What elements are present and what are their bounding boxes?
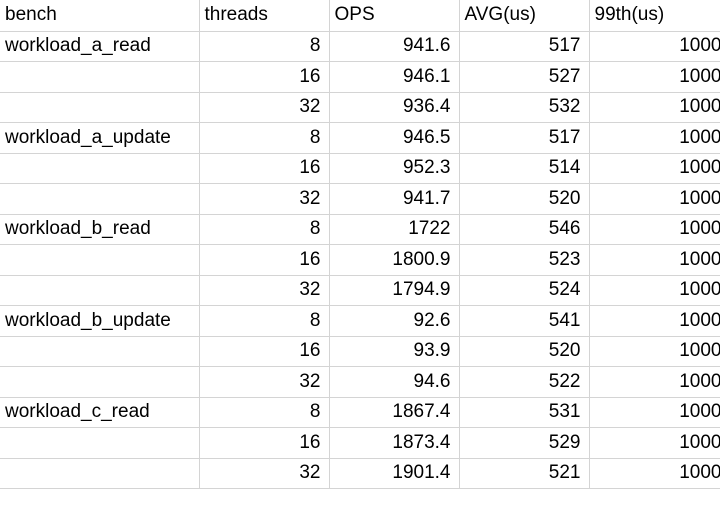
table-row: workload_b_update 8 92.6 541 1000 bbox=[0, 305, 720, 337]
cell-bench[interactable]: workload_c_read bbox=[0, 397, 200, 429]
cell-ops[interactable]: 1867.4 bbox=[329, 397, 460, 429]
cell-99th[interactable]: 1000 bbox=[589, 305, 720, 337]
cell-avg[interactable]: 546 bbox=[459, 214, 590, 246]
cell-bench[interactable] bbox=[0, 458, 200, 490]
cell-99th[interactable]: 1000 bbox=[589, 397, 720, 429]
cell-99th[interactable]: 1000 bbox=[589, 153, 720, 185]
cell-avg[interactable]: 521 bbox=[459, 458, 590, 490]
cell-ops[interactable]: 94.6 bbox=[329, 366, 460, 398]
cell-avg[interactable]: 520 bbox=[459, 336, 590, 368]
cell-threads[interactable]: 32 bbox=[199, 183, 330, 215]
cell-ops[interactable]: 1901.4 bbox=[329, 458, 460, 490]
cell-ops[interactable]: 1873.4 bbox=[329, 427, 460, 459]
table-row: 32 1901.4 521 1000 bbox=[0, 458, 720, 490]
cell-threads[interactable]: 32 bbox=[199, 458, 330, 490]
cell-threads[interactable]: 16 bbox=[199, 427, 330, 459]
cell-bench[interactable] bbox=[0, 336, 200, 368]
cell-99th[interactable]: 1000 bbox=[589, 366, 720, 398]
cell-threads[interactable]: 32 bbox=[199, 275, 330, 307]
cell-bench[interactable] bbox=[0, 92, 200, 124]
cell-ops[interactable]: 1794.9 bbox=[329, 275, 460, 307]
table-row: workload_a_update 8 946.5 517 1000 bbox=[0, 122, 720, 154]
table-row: 16 1800.9 523 1000 bbox=[0, 244, 720, 276]
table-row: 32 1794.9 524 1000 bbox=[0, 275, 720, 307]
cell-avg[interactable]: 541 bbox=[459, 305, 590, 337]
cell-ops[interactable]: 1800.9 bbox=[329, 244, 460, 276]
cell-ops[interactable]: 941.6 bbox=[329, 31, 460, 63]
cell-avg[interactable]: 529 bbox=[459, 427, 590, 459]
table-row: 16 946.1 527 1000 bbox=[0, 61, 720, 93]
header-cell-ops[interactable]: OPS bbox=[329, 0, 460, 32]
cell-ops[interactable]: 1722 bbox=[329, 214, 460, 246]
cell-ops[interactable]: 936.4 bbox=[329, 92, 460, 124]
cell-ops[interactable]: 946.5 bbox=[329, 122, 460, 154]
cell-avg[interactable]: 524 bbox=[459, 275, 590, 307]
header-cell-bench[interactable]: bench bbox=[0, 0, 200, 32]
cell-99th[interactable]: 1000 bbox=[589, 31, 720, 63]
header-cell-99th[interactable]: 99th(us) bbox=[589, 0, 720, 32]
cell-99th[interactable]: 1000 bbox=[589, 92, 720, 124]
cell-bench[interactable] bbox=[0, 366, 200, 398]
cell-avg[interactable]: 531 bbox=[459, 397, 590, 429]
cell-bench[interactable] bbox=[0, 153, 200, 185]
cell-threads[interactable]: 16 bbox=[199, 153, 330, 185]
cell-bench[interactable]: workload_b_update bbox=[0, 305, 200, 337]
cell-99th[interactable]: 1000 bbox=[589, 427, 720, 459]
cell-threads[interactable]: 16 bbox=[199, 244, 330, 276]
cell-avg[interactable]: 523 bbox=[459, 244, 590, 276]
table-row: 32 941.7 520 1000 bbox=[0, 183, 720, 215]
cell-99th[interactable]: 1000 bbox=[589, 458, 720, 490]
cell-bench[interactable] bbox=[0, 61, 200, 93]
cell-bench[interactable] bbox=[0, 183, 200, 215]
cell-bench[interactable] bbox=[0, 427, 200, 459]
cell-avg[interactable]: 520 bbox=[459, 183, 590, 215]
cell-ops[interactable]: 941.7 bbox=[329, 183, 460, 215]
table-row: 32 94.6 522 1000 bbox=[0, 366, 720, 398]
table-row: 16 1873.4 529 1000 bbox=[0, 427, 720, 459]
cell-99th[interactable]: 1000 bbox=[589, 275, 720, 307]
cell-threads[interactable]: 8 bbox=[199, 122, 330, 154]
cell-ops[interactable]: 946.1 bbox=[329, 61, 460, 93]
cell-threads[interactable]: 8 bbox=[199, 305, 330, 337]
cell-avg[interactable]: 517 bbox=[459, 122, 590, 154]
table-row: workload_a_read 8 941.6 517 1000 bbox=[0, 31, 720, 63]
cell-ops[interactable]: 93.9 bbox=[329, 336, 460, 368]
cell-avg[interactable]: 532 bbox=[459, 92, 590, 124]
cell-threads[interactable]: 8 bbox=[199, 214, 330, 246]
table-row: workload_c_read 8 1867.4 531 1000 bbox=[0, 397, 720, 429]
cell-99th[interactable]: 1000 bbox=[589, 61, 720, 93]
cell-bench[interactable] bbox=[0, 275, 200, 307]
cell-99th[interactable]: 1000 bbox=[589, 122, 720, 154]
header-row: bench threads OPS AVG(us) 99th(us) bbox=[0, 0, 720, 32]
header-cell-threads[interactable]: threads bbox=[199, 0, 330, 32]
cell-threads[interactable]: 8 bbox=[199, 31, 330, 63]
cell-avg[interactable]: 517 bbox=[459, 31, 590, 63]
cell-99th[interactable]: 1000 bbox=[589, 183, 720, 215]
header-cell-avg[interactable]: AVG(us) bbox=[459, 0, 590, 32]
table-row: 16 952.3 514 1000 bbox=[0, 153, 720, 185]
cell-threads[interactable]: 32 bbox=[199, 366, 330, 398]
cell-ops[interactable]: 92.6 bbox=[329, 305, 460, 337]
cell-avg[interactable]: 522 bbox=[459, 366, 590, 398]
cell-bench[interactable]: workload_a_read bbox=[0, 31, 200, 63]
table-row: 32 936.4 532 1000 bbox=[0, 92, 720, 124]
cell-threads[interactable]: 32 bbox=[199, 92, 330, 124]
cell-threads[interactable]: 8 bbox=[199, 397, 330, 429]
cell-bench[interactable]: workload_b_read bbox=[0, 214, 200, 246]
cell-threads[interactable]: 16 bbox=[199, 61, 330, 93]
cell-avg[interactable]: 514 bbox=[459, 153, 590, 185]
cell-99th[interactable]: 1000 bbox=[589, 214, 720, 246]
cell-avg[interactable]: 527 bbox=[459, 61, 590, 93]
benchmark-table: bench threads OPS AVG(us) 99th(us) workl… bbox=[0, 0, 720, 490]
cell-bench[interactable] bbox=[0, 244, 200, 276]
cell-threads[interactable]: 16 bbox=[199, 336, 330, 368]
table-row: workload_b_read 8 1722 546 1000 bbox=[0, 214, 720, 246]
cell-99th[interactable]: 1000 bbox=[589, 336, 720, 368]
cell-99th[interactable]: 1000 bbox=[589, 244, 720, 276]
cell-ops[interactable]: 952.3 bbox=[329, 153, 460, 185]
cell-bench[interactable]: workload_a_update bbox=[0, 122, 200, 154]
table-row: 16 93.9 520 1000 bbox=[0, 336, 720, 368]
